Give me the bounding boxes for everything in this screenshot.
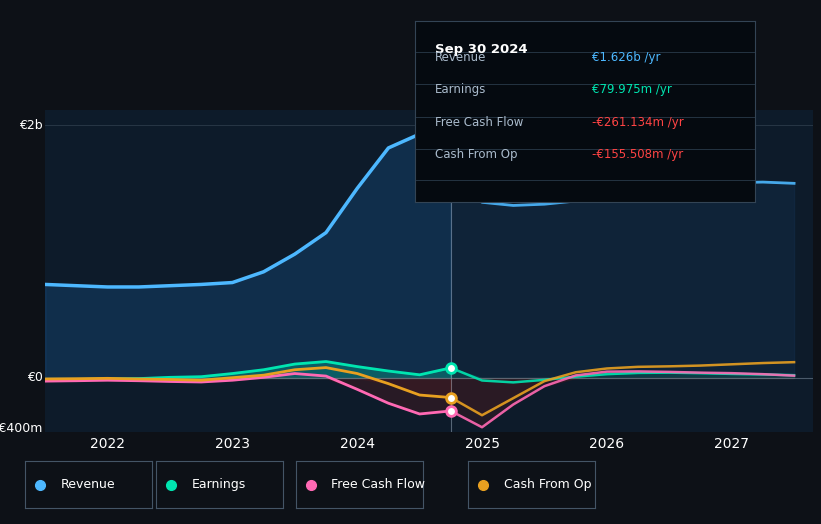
Text: €2b: €2b (19, 119, 43, 132)
Text: -€400m: -€400m (0, 422, 43, 435)
Text: Earnings: Earnings (191, 478, 245, 491)
Text: -€155.508m /yr: -€155.508m /yr (592, 148, 683, 161)
Text: €0: €0 (27, 372, 43, 385)
Text: -€261.134m /yr: -€261.134m /yr (592, 116, 684, 129)
Text: Free Cash Flow: Free Cash Flow (331, 478, 425, 491)
Text: Free Cash Flow: Free Cash Flow (435, 116, 524, 129)
Text: €1.626b /yr: €1.626b /yr (592, 51, 660, 63)
Text: Earnings: Earnings (435, 83, 486, 96)
Text: Analysts Forecasts: Analysts Forecasts (458, 128, 575, 141)
Text: Revenue: Revenue (435, 51, 486, 63)
Text: Cash From Op: Cash From Op (503, 478, 591, 491)
Text: Cash From Op: Cash From Op (435, 148, 517, 161)
Text: Past: Past (421, 128, 447, 141)
Text: Revenue: Revenue (60, 478, 115, 491)
Text: €79.975m /yr: €79.975m /yr (592, 83, 672, 96)
Text: Sep 30 2024: Sep 30 2024 (435, 42, 528, 56)
